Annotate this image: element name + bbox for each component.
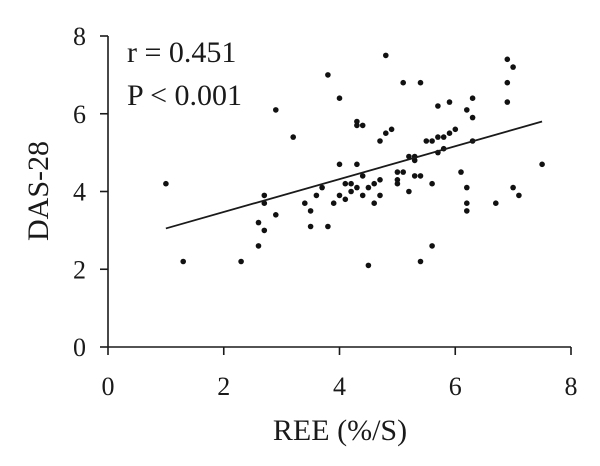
data-point bbox=[417, 173, 424, 179]
data-point bbox=[394, 169, 401, 175]
data-point bbox=[446, 99, 453, 105]
data-point bbox=[359, 122, 366, 129]
data-point bbox=[504, 56, 511, 63]
ticks: 0 2 4 6 8 0 2 4 6 8 bbox=[73, 22, 578, 401]
y-tick-label: 0 bbox=[73, 333, 86, 362]
data-point bbox=[261, 227, 268, 234]
y-axis-title: DAS-28 bbox=[22, 141, 55, 241]
data-point bbox=[464, 107, 470, 113]
y-tick-label: 4 bbox=[73, 178, 86, 207]
data-point bbox=[354, 161, 360, 168]
data-point bbox=[371, 180, 378, 187]
data-point bbox=[365, 184, 372, 191]
data-point bbox=[423, 138, 430, 144]
data-point bbox=[446, 130, 453, 136]
data-point bbox=[290, 134, 297, 140]
data-point bbox=[504, 79, 511, 86]
data-point bbox=[330, 200, 337, 206]
data-point bbox=[394, 180, 401, 187]
data-points bbox=[163, 52, 545, 269]
data-point bbox=[411, 173, 418, 179]
data-point bbox=[325, 223, 331, 230]
data-point bbox=[394, 177, 401, 183]
data-point bbox=[342, 180, 349, 187]
data-point bbox=[261, 200, 268, 206]
y-tick-label: 2 bbox=[73, 255, 86, 284]
data-point bbox=[429, 180, 435, 187]
data-point bbox=[336, 192, 343, 199]
data-point bbox=[342, 196, 349, 203]
data-point bbox=[464, 200, 470, 206]
data-point bbox=[435, 103, 441, 109]
data-point bbox=[406, 188, 412, 195]
data-point bbox=[255, 243, 262, 249]
data-point bbox=[388, 126, 395, 133]
data-point bbox=[302, 200, 308, 206]
data-point bbox=[307, 223, 314, 230]
data-point bbox=[435, 134, 441, 140]
data-point bbox=[354, 184, 360, 191]
x-tick-label: 8 bbox=[565, 372, 578, 401]
annotation-r: r = 0.451 bbox=[127, 36, 236, 69]
data-point bbox=[377, 192, 383, 199]
data-point bbox=[348, 188, 354, 195]
x-axis-title: REE (%/S) bbox=[273, 414, 407, 447]
annotation-p: P < 0.001 bbox=[127, 79, 242, 112]
data-point bbox=[163, 180, 169, 187]
data-point bbox=[510, 64, 516, 70]
data-point bbox=[452, 126, 459, 133]
data-point bbox=[354, 122, 360, 129]
data-point bbox=[336, 161, 343, 168]
data-point bbox=[359, 173, 366, 179]
data-point bbox=[348, 180, 354, 187]
data-point bbox=[371, 200, 378, 206]
data-point bbox=[406, 153, 412, 160]
data-point bbox=[180, 258, 186, 265]
y-tick-label: 6 bbox=[73, 100, 86, 129]
trend-line bbox=[165, 120, 543, 230]
data-point bbox=[400, 169, 407, 175]
data-point bbox=[458, 169, 464, 175]
data-point bbox=[307, 208, 314, 214]
data-point bbox=[313, 192, 320, 199]
x-tick-label: 0 bbox=[102, 372, 115, 401]
data-point bbox=[273, 107, 279, 113]
data-point bbox=[469, 114, 476, 121]
data-point bbox=[238, 258, 244, 265]
data-point bbox=[354, 118, 360, 125]
data-point bbox=[377, 138, 383, 144]
data-point bbox=[325, 72, 331, 78]
data-point bbox=[417, 79, 424, 86]
data-point bbox=[464, 208, 470, 214]
data-point bbox=[469, 95, 476, 101]
data-point bbox=[400, 79, 407, 86]
data-point bbox=[336, 95, 343, 101]
data-point bbox=[417, 258, 424, 265]
data-point bbox=[429, 138, 435, 144]
data-point bbox=[464, 184, 470, 191]
data-point bbox=[383, 52, 389, 59]
data-point bbox=[539, 161, 545, 168]
data-point bbox=[359, 192, 366, 199]
x-tick-label: 4 bbox=[333, 372, 346, 401]
data-point bbox=[516, 192, 522, 199]
data-point bbox=[365, 262, 372, 269]
x-tick-label: 6 bbox=[449, 372, 462, 401]
data-point bbox=[440, 134, 447, 140]
data-point bbox=[377, 177, 383, 183]
data-point bbox=[383, 130, 389, 136]
data-point bbox=[273, 212, 279, 218]
x-tick-label: 2 bbox=[217, 372, 230, 401]
data-point bbox=[510, 184, 516, 191]
data-point bbox=[493, 200, 499, 206]
data-point bbox=[429, 243, 435, 249]
data-point bbox=[255, 219, 262, 226]
data-point bbox=[319, 184, 325, 191]
data-point bbox=[261, 192, 268, 199]
data-point bbox=[504, 99, 511, 105]
y-tick-label: 8 bbox=[73, 22, 86, 51]
